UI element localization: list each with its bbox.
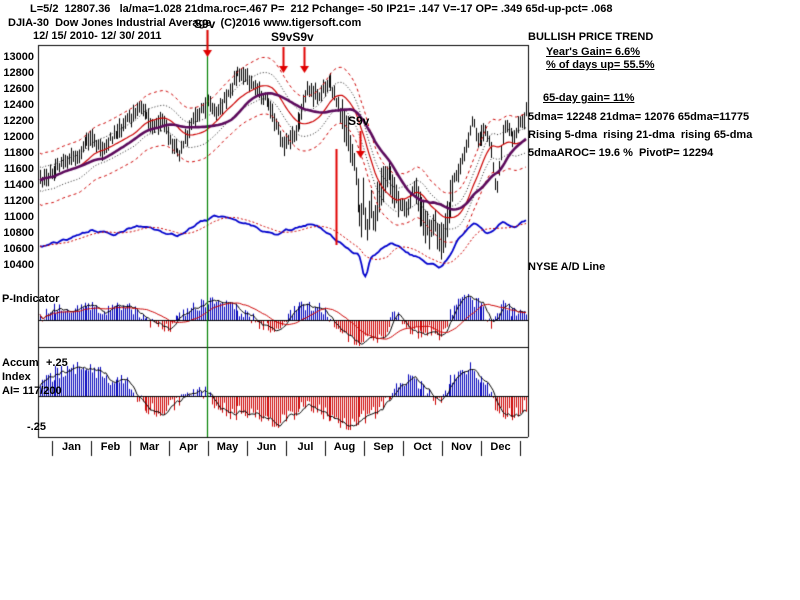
- x-axis-month-label: Dec: [490, 441, 511, 453]
- x-axis-month-label: Oct: [413, 441, 432, 453]
- aroc-pivot-label: 5dmaAROC= 19.6 % PivotP= 12294: [528, 147, 714, 159]
- ticker-title: DJIA-30 Dow Jones Industrial Average (C)…: [8, 17, 362, 29]
- trend-status-label: BULLISH PRICE TREND: [528, 31, 654, 43]
- gain-65d-label: 65-day gain= 11%: [543, 92, 635, 104]
- dma-rising-label: Rising 5-dma rising 21-dma rising 65-dma: [528, 129, 753, 141]
- y-axis-label: 13000: [3, 51, 34, 63]
- accum-index-label: Index: [2, 371, 31, 383]
- x-axis-month-label: Feb: [100, 441, 121, 453]
- accum-label: Accum: [2, 357, 39, 369]
- accum-plus-scale-label: +.25: [46, 357, 68, 369]
- y-axis-label: 12600: [3, 83, 34, 95]
- accum-minus-scale-label: -.25: [27, 421, 46, 433]
- x-axis-month-label: Nov: [451, 441, 472, 453]
- x-axis-month-label: Apr: [179, 441, 198, 453]
- p-indicator-label: P-Indicator: [2, 293, 60, 305]
- y-axis-label: 10400: [3, 259, 34, 271]
- x-axis: Jan Feb Mar Apr May Jun Jul Aug Sep Oct Nov Dec: [0, 441, 560, 457]
- y-axis-label: 11000: [4, 211, 34, 223]
- y-axis-label: 10800: [3, 227, 34, 239]
- y-axis-label: 12000: [3, 131, 34, 143]
- days-up-label: % of days up= 55.5%: [546, 59, 655, 71]
- y-axis-label: 11400: [4, 179, 34, 191]
- x-axis-month-label: Jan: [62, 441, 81, 453]
- dma-values-label: 5dma= 12248 21dma= 12076 65dma=11775: [528, 111, 750, 123]
- y-axis-label: 12200: [3, 115, 34, 127]
- date-range: 12/ 15/ 2010- 12/ 30/ 2011: [33, 30, 162, 42]
- x-axis-month-label: Sep: [373, 441, 394, 453]
- y-axis-label: 11600: [4, 163, 34, 175]
- y-axis-label: 11800: [4, 147, 34, 159]
- nyse-ad-line-label: NYSE A/D Line: [528, 261, 606, 273]
- stats-header-line: L=5/2 12807.36 la/ma=1.028 21dma.roc=.46…: [30, 3, 613, 15]
- signal-label-s9v-top: S9v: [194, 17, 216, 31]
- y-axis-label: 12400: [3, 99, 34, 111]
- signal-label-s9v-low: S9v: [348, 114, 370, 128]
- x-axis-month-label: Jun: [256, 441, 277, 453]
- x-axis-month-label: Aug: [333, 441, 356, 453]
- x-axis-month-label: Jul: [297, 441, 314, 453]
- y-axis: 13000 12800 12600 12400 12200 12000 11800 11600…: [0, 0, 36, 470]
- x-axis-month-label: Mar: [139, 441, 160, 453]
- signal-label-s9v-mid: S9vS9v: [271, 30, 314, 44]
- x-axis-month-label: May: [216, 441, 239, 453]
- y-axis-label: 11200: [4, 195, 34, 207]
- accum-ai-value-label: AI= 117/200: [2, 385, 62, 397]
- y-axis-label: 10600: [3, 243, 34, 255]
- years-gain-label: Year's Gain= 6.6%: [546, 46, 641, 58]
- y-axis-label: 12800: [3, 67, 34, 79]
